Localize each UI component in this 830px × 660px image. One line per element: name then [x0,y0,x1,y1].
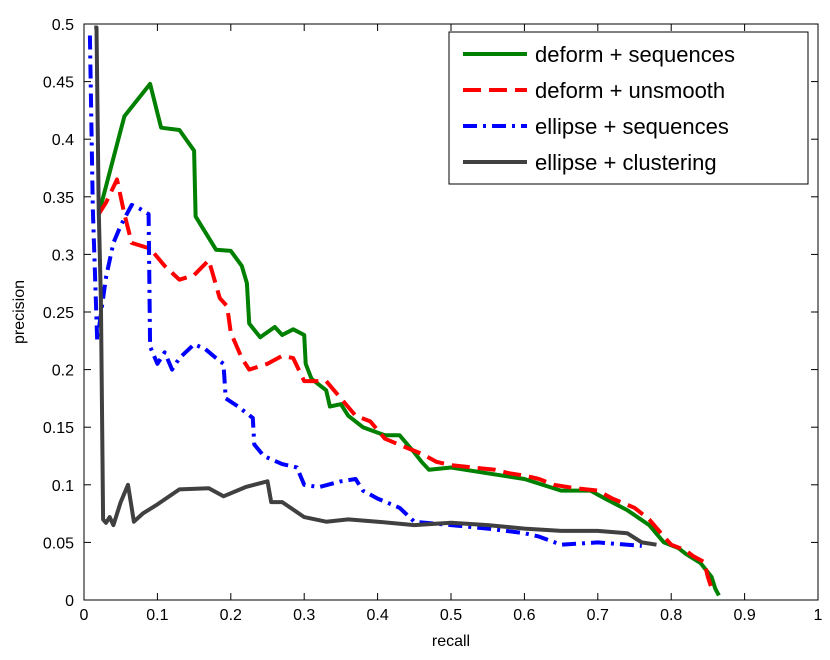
x-tick-label: 0.6 [513,607,535,624]
tick-layer: 0 0.1 0.2 0.3 0.4 0.5 0.6 0.7 0.8 0.9 1 0 0.05 0.1 0.1… [43,17,823,624]
y-tick-label: 0.2 [52,363,74,380]
x-axis-title: recall [432,633,470,650]
x-tick-label: 0.8 [660,607,682,624]
legend: deform + sequences deform + unsmooth ellip… [448,31,809,185]
y-tick-label: 0.05 [43,535,74,552]
x-tick-label: 0.2 [220,607,242,624]
y-tick-label: 0.1 [52,478,74,495]
legend-box [448,31,809,185]
y-tick-label: 0.45 [43,75,74,92]
series-layer [87,25,721,597]
y-tick-label: 0 [65,593,74,610]
y-tick-label: 0.3 [52,247,74,264]
legend-label: deform + unsmooth [535,78,725,103]
x-tick-label: 0.5 [440,607,462,624]
series-line-1 [96,81,721,597]
x-tick-label: 0.7 [587,607,609,624]
series-line-2 [97,177,714,590]
legend-label: deform + sequences [535,42,735,67]
x-tick-label: 0 [80,607,89,624]
y-tick-label: 0.4 [52,132,74,149]
x-tick-label: 0.9 [733,607,755,624]
series-line-4 [94,25,657,547]
x-tick-label: 0.1 [146,607,168,624]
x-tick-label: 0.4 [366,607,388,624]
y-tick-label: 0.25 [43,305,74,322]
legend-label: ellipse + sequences [535,114,729,139]
y-tick-label: 0.15 [43,420,74,437]
x-tick-label: 0.3 [293,607,315,624]
y-tick-label: 0.5 [52,17,74,34]
legend-label: ellipse + clustering [535,150,717,175]
x-tick-label: 1 [814,607,823,624]
y-axis-title: precision [11,280,28,344]
y-tick-label: 0.35 [43,190,74,207]
